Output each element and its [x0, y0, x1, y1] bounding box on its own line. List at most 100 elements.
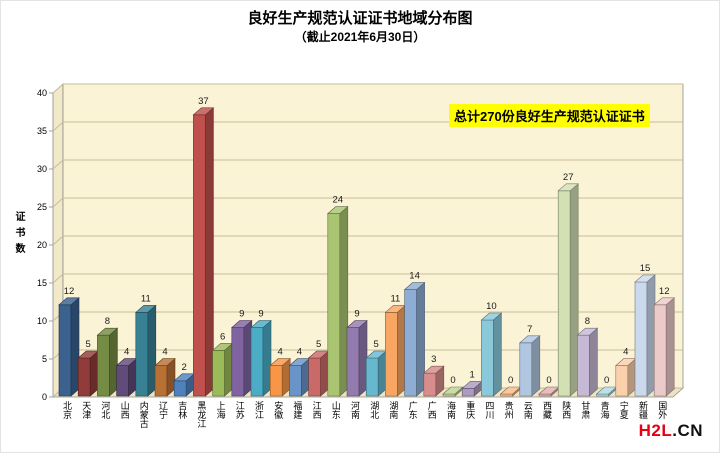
- bar-side-face: [70, 297, 80, 397]
- bar-front-face: [269, 365, 283, 397]
- bar-top-face: [480, 312, 503, 321]
- value-label: 10: [486, 301, 497, 312]
- bar-top-face: [634, 274, 656, 283]
- value-label: 27: [563, 172, 574, 183]
- bar-front-face: [365, 357, 379, 397]
- bar-side-face: [243, 319, 253, 397]
- bar-side-face: [397, 304, 406, 397]
- value-label: 8: [105, 316, 110, 327]
- bar-湖北: [365, 350, 387, 397]
- chart-title: 良好生产规范认证证书地域分布图: [247, 10, 473, 27]
- y-tick-label: 20: [37, 240, 47, 250]
- y-tick-label: 15: [37, 278, 47, 288]
- bar-side-face: [569, 183, 579, 397]
- value-label: 5: [316, 339, 321, 350]
- bar-front-face: [289, 365, 302, 397]
- bar-side-face: [262, 319, 272, 397]
- bar-front-face: [519, 342, 533, 397]
- bar-front-face: [557, 190, 571, 397]
- bar-top-face: [442, 386, 464, 395]
- value-label: 9: [258, 309, 263, 320]
- bar-宁夏: [615, 357, 637, 397]
- value-label: 37: [198, 96, 209, 107]
- bar-front-face: [250, 327, 264, 397]
- value-label: 3: [431, 354, 436, 365]
- bar-安徽: [269, 357, 291, 397]
- bar-front-face: [231, 327, 245, 397]
- value-label: 12: [64, 286, 75, 297]
- value-label: 0: [508, 375, 513, 386]
- bar-浙江: [250, 319, 272, 397]
- watermark-black-text: .CN: [672, 421, 703, 440]
- bar-top-face: [250, 320, 272, 328]
- bar-山西: [115, 357, 138, 397]
- bar-top-face: [346, 320, 368, 328]
- bar-front-face: [77, 357, 91, 397]
- side-gridline: [52, 197, 64, 208]
- bar-front-face: [212, 350, 225, 397]
- bar-front-face: [461, 388, 475, 397]
- bar-天津: [77, 350, 99, 397]
- value-label: 4: [297, 347, 302, 358]
- bar-front-face: [615, 365, 629, 397]
- side-gridline: [52, 273, 64, 284]
- bar-top-face: [231, 320, 253, 328]
- bar-side-face: [320, 350, 329, 397]
- y-tick-label: 5: [42, 354, 47, 364]
- bar-山东: [327, 205, 349, 397]
- bar-front-face: [481, 319, 494, 397]
- bar-front-face: [327, 213, 341, 397]
- side-gridline: [52, 159, 64, 170]
- bar-广西: [423, 365, 445, 397]
- watermark-red-text: H2L: [638, 421, 673, 440]
- value-label: 5: [86, 339, 91, 350]
- bar-广东: [403, 281, 426, 397]
- bar-湖南: [384, 304, 407, 397]
- y-tick-label: 0: [42, 392, 47, 402]
- y-tick-label: 10: [37, 316, 47, 326]
- bar-top-face: [557, 183, 579, 192]
- bar-上海: [211, 342, 234, 397]
- bar-海南: [442, 386, 464, 397]
- total-annotation: 总计270份良好生产规范认证证书: [449, 104, 650, 127]
- bar-top-face: [58, 297, 80, 306]
- y-tick-label: 35: [37, 126, 47, 136]
- value-label: 7: [527, 324, 532, 335]
- bar-江西: [307, 350, 330, 397]
- bar-内蒙古: [135, 304, 157, 397]
- side-gridline: [52, 121, 64, 132]
- bar-吉林: [173, 373, 195, 397]
- value-label: 8: [585, 316, 590, 327]
- bar-side-face: [377, 350, 387, 397]
- bar-top-face: [327, 206, 349, 214]
- bar-云南: [519, 335, 541, 397]
- bar-国外: [653, 297, 675, 397]
- bar-front-face: [634, 281, 648, 397]
- value-label: 0: [450, 375, 455, 386]
- bar-top-face: [96, 327, 119, 336]
- bar-side-face: [589, 327, 598, 397]
- y-tick-label: 25: [37, 202, 47, 212]
- bar-side-face: [205, 107, 214, 397]
- bar-陕西: [557, 183, 579, 397]
- y-tick-label: 30: [37, 164, 47, 174]
- value-label: 24: [333, 195, 344, 206]
- value-label: 4: [623, 347, 628, 358]
- value-label: 11: [141, 293, 151, 304]
- bar-top-face: [576, 327, 599, 336]
- bar-front-face: [385, 312, 398, 397]
- bar-北京: [58, 297, 80, 397]
- value-label: 0: [604, 375, 609, 386]
- bar-河北: [96, 327, 119, 397]
- bar-重庆: [461, 380, 483, 397]
- bar-side-face: [493, 312, 502, 397]
- value-label: 14: [409, 271, 420, 282]
- value-label: 15: [640, 263, 651, 274]
- y-tick-label: 40: [37, 88, 47, 98]
- bar-side-face: [89, 350, 99, 397]
- value-label: 2: [182, 362, 187, 373]
- watermark-logo: H2L.CN: [639, 421, 703, 441]
- chart-subtitle: （截止2021年6月30日）: [294, 30, 426, 44]
